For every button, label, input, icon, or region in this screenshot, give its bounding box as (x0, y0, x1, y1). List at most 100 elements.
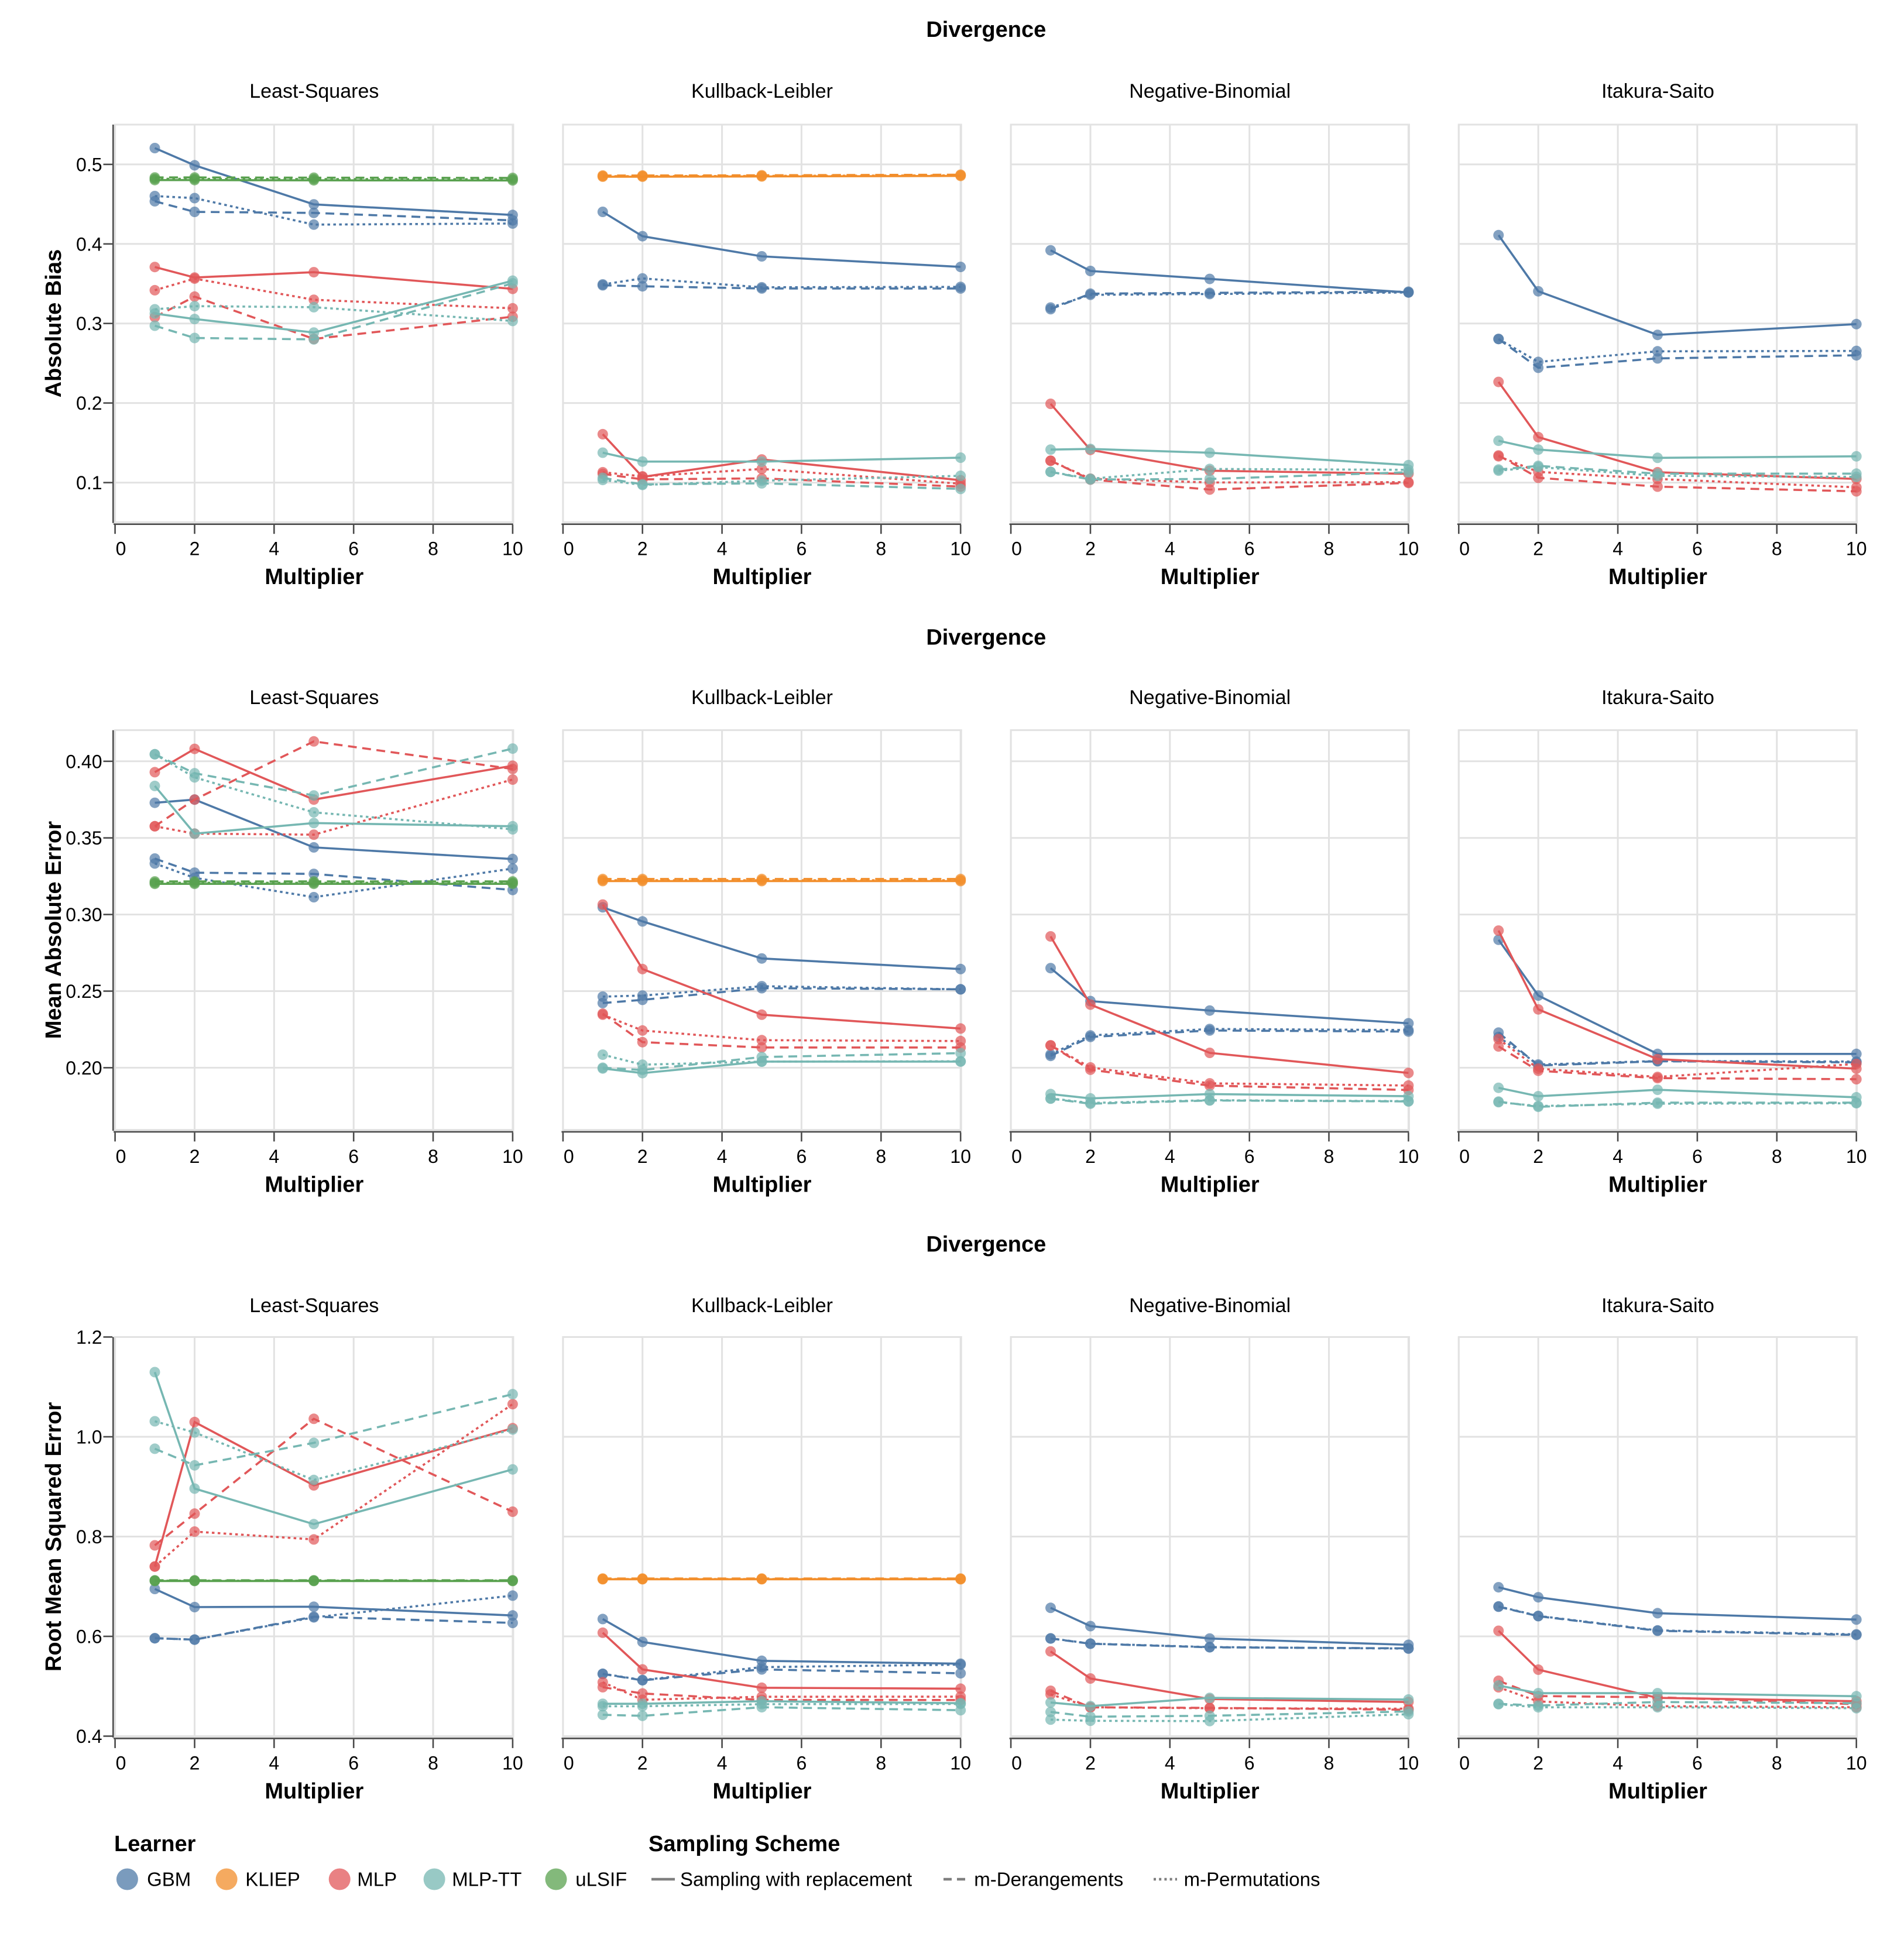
svg-text:Kullback-Leibler: Kullback-Leibler (691, 80, 833, 102)
svg-text:Multiplier: Multiplier (1161, 1172, 1260, 1197)
svg-text:Multiplier: Multiplier (1161, 565, 1260, 589)
svg-text:10: 10 (1846, 1146, 1867, 1167)
svg-text:uLSIF: uLSIF (575, 1869, 627, 1890)
svg-text:4: 4 (1612, 1146, 1623, 1167)
svg-text:6: 6 (348, 1146, 359, 1167)
svg-text:0: 0 (1459, 538, 1470, 559)
svg-text:10: 10 (1398, 1752, 1419, 1773)
svg-text:0.30: 0.30 (66, 904, 102, 925)
svg-text:2: 2 (1533, 1752, 1543, 1773)
svg-text:4: 4 (1165, 1752, 1175, 1773)
svg-text:0: 0 (1011, 538, 1022, 559)
svg-text:Divergence: Divergence (926, 18, 1046, 42)
svg-text:4: 4 (1612, 538, 1623, 559)
svg-text:10: 10 (1846, 1752, 1867, 1773)
svg-text:8: 8 (876, 1146, 886, 1167)
svg-text:Least-Squares: Least-Squares (249, 1295, 379, 1317)
svg-text:0: 0 (564, 1146, 574, 1167)
svg-text:10: 10 (502, 538, 523, 559)
svg-text:Negative-Binomial: Negative-Binomial (1129, 686, 1291, 709)
svg-text:4: 4 (269, 1752, 279, 1773)
svg-text:0.2: 0.2 (76, 393, 102, 414)
svg-text:0.6: 0.6 (76, 1626, 102, 1647)
svg-text:m-Derangements: m-Derangements (974, 1869, 1123, 1890)
svg-text:0: 0 (564, 538, 574, 559)
svg-text:8: 8 (876, 538, 886, 559)
svg-text:10: 10 (502, 1752, 523, 1773)
svg-text:8: 8 (1324, 1146, 1334, 1167)
svg-text:Multiplier: Multiplier (713, 1779, 812, 1804)
svg-text:1.0: 1.0 (76, 1427, 102, 1448)
svg-text:8: 8 (428, 1752, 438, 1773)
svg-text:Kullback-Leibler: Kullback-Leibler (691, 1295, 833, 1317)
svg-text:2: 2 (637, 538, 648, 559)
svg-text:10: 10 (950, 538, 971, 559)
svg-text:1.2: 1.2 (76, 1327, 102, 1348)
svg-text:8: 8 (428, 1146, 438, 1167)
svg-text:0.4: 0.4 (76, 1726, 102, 1747)
svg-text:0.3: 0.3 (76, 313, 102, 334)
svg-text:8: 8 (1324, 538, 1334, 559)
svg-text:Multiplier: Multiplier (265, 565, 363, 589)
svg-text:Divergence: Divergence (926, 625, 1046, 650)
svg-text:0.40: 0.40 (66, 751, 102, 772)
svg-text:MLP-TT: MLP-TT (452, 1869, 522, 1890)
svg-text:4: 4 (269, 538, 279, 559)
svg-text:6: 6 (1692, 538, 1703, 559)
svg-text:2: 2 (637, 1146, 648, 1167)
svg-text:8: 8 (1772, 1752, 1782, 1773)
svg-text:2: 2 (1085, 1752, 1096, 1773)
svg-text:4: 4 (717, 1146, 728, 1167)
svg-text:0.8: 0.8 (76, 1526, 102, 1547)
svg-text:4: 4 (269, 1146, 279, 1167)
svg-text:4: 4 (1165, 1146, 1175, 1167)
svg-text:Divergence: Divergence (926, 1233, 1046, 1257)
svg-text:0: 0 (116, 538, 126, 559)
svg-text:0.25: 0.25 (66, 981, 102, 1002)
svg-text:10: 10 (502, 1146, 523, 1167)
svg-text:Kullback-Leibler: Kullback-Leibler (691, 686, 833, 709)
svg-text:Absolute Bias: Absolute Bias (42, 249, 66, 397)
svg-text:4: 4 (1165, 538, 1175, 559)
svg-text:2: 2 (1533, 1146, 1543, 1167)
svg-text:6: 6 (797, 1146, 807, 1167)
svg-text:Mean Absolute Error: Mean Absolute Error (42, 821, 66, 1039)
svg-text:2: 2 (190, 1752, 200, 1773)
svg-text:6: 6 (797, 1752, 807, 1773)
svg-text:0: 0 (1011, 1752, 1022, 1773)
svg-text:2: 2 (1085, 1146, 1096, 1167)
svg-text:2: 2 (190, 538, 200, 559)
svg-text:KLIEP: KLIEP (245, 1869, 300, 1890)
svg-text:Multiplier: Multiplier (1161, 1779, 1260, 1804)
svg-text:GBM: GBM (147, 1869, 191, 1890)
svg-text:0.1: 0.1 (76, 472, 102, 493)
svg-text:4: 4 (1612, 1752, 1623, 1773)
svg-text:Least-Squares: Least-Squares (249, 686, 379, 709)
svg-text:Multiplier: Multiplier (265, 1172, 363, 1197)
svg-text:2: 2 (1085, 538, 1096, 559)
svg-text:Multiplier: Multiplier (265, 1779, 363, 1804)
svg-text:4: 4 (717, 1752, 728, 1773)
svg-text:Negative-Binomial: Negative-Binomial (1129, 80, 1291, 102)
svg-text:6: 6 (1244, 538, 1255, 559)
svg-text:6: 6 (797, 538, 807, 559)
svg-text:8: 8 (1324, 1752, 1334, 1773)
svg-text:10: 10 (1846, 538, 1867, 559)
svg-text:8: 8 (428, 538, 438, 559)
svg-text:Sampling Scheme: Sampling Scheme (649, 1832, 840, 1856)
svg-text:10: 10 (950, 1146, 971, 1167)
svg-text:2: 2 (637, 1752, 648, 1773)
svg-text:6: 6 (1244, 1752, 1255, 1773)
svg-text:Negative-Binomial: Negative-Binomial (1129, 1295, 1291, 1317)
svg-text:Multiplier: Multiplier (1608, 1172, 1707, 1197)
svg-text:8: 8 (876, 1752, 886, 1773)
svg-text:6: 6 (1244, 1146, 1255, 1167)
svg-text:0: 0 (116, 1146, 126, 1167)
svg-text:6: 6 (1692, 1752, 1703, 1773)
svg-text:Multiplier: Multiplier (713, 565, 812, 589)
svg-text:0: 0 (564, 1752, 574, 1773)
svg-text:Learner: Learner (114, 1832, 196, 1856)
svg-text:0: 0 (1011, 1146, 1022, 1167)
svg-text:6: 6 (1692, 1146, 1703, 1167)
svg-text:MLP: MLP (357, 1869, 397, 1890)
